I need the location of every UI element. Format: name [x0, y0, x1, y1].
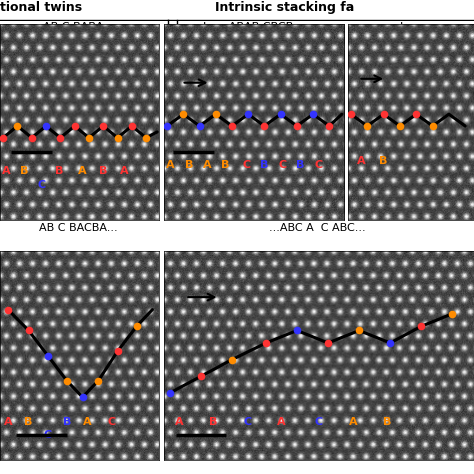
Text: C: C — [37, 180, 46, 190]
Text: C: C — [242, 160, 250, 170]
Text: A: A — [348, 417, 357, 427]
Text: C: C — [44, 430, 52, 440]
Text: C: C — [278, 160, 286, 170]
Text: AB C BACBA...: AB C BACBA... — [39, 223, 118, 233]
Text: C: C — [314, 160, 322, 170]
Text: A: A — [4, 417, 12, 427]
Text: A: A — [277, 417, 286, 427]
Text: B: B — [220, 160, 229, 170]
Text: ...ABC A  C ABC...: ...ABC A C ABC... — [269, 223, 366, 233]
Text: C: C — [107, 417, 115, 427]
Text: B: B — [209, 417, 218, 427]
Text: B: B — [24, 417, 33, 427]
Text: A: A — [119, 166, 128, 176]
Text: A: A — [175, 417, 183, 427]
Text: I₂: ...: I₂: ... — [400, 22, 425, 32]
Text: A: A — [356, 156, 365, 166]
Text: I₁: ...ABAB CBCB...: I₁: ...ABAB CBCB... — [203, 22, 304, 32]
Text: B: B — [379, 156, 388, 166]
Text: AB C BABA...: AB C BABA... — [43, 22, 114, 32]
Text: A: A — [78, 166, 87, 176]
Text: A: A — [83, 417, 91, 427]
Text: B: B — [260, 160, 269, 170]
Text: A: A — [166, 160, 175, 170]
Text: B: B — [55, 166, 63, 176]
Text: tional twins: tional twins — [0, 1, 82, 14]
Text: B: B — [184, 160, 193, 170]
Text: B: B — [19, 166, 28, 176]
Text: B: B — [383, 417, 391, 427]
Text: B: B — [99, 166, 108, 176]
Text: Intrinsic stacking fa: Intrinsic stacking fa — [215, 1, 354, 14]
Text: C: C — [243, 417, 251, 427]
Text: C: C — [315, 417, 323, 427]
Text: B: B — [63, 417, 71, 427]
Text: A: A — [202, 160, 211, 170]
Text: B: B — [296, 160, 305, 170]
Text: A: A — [2, 166, 10, 176]
